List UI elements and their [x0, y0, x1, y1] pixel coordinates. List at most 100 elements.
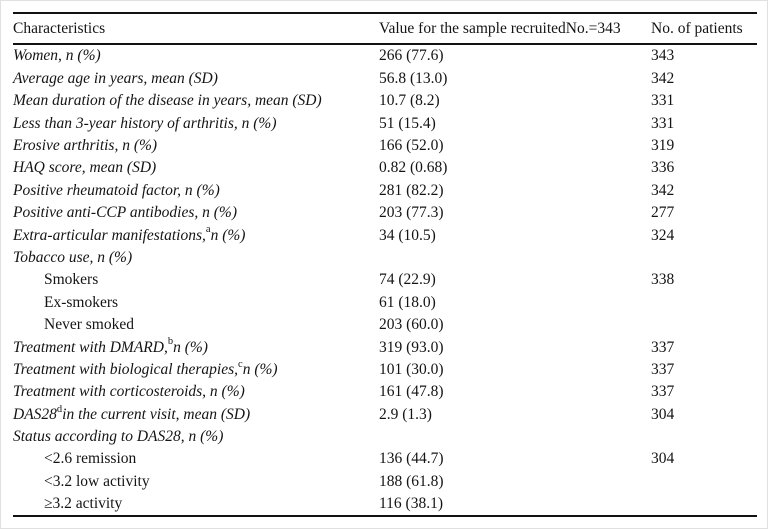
row-patients-cell: 304 [651, 450, 675, 468]
column-header-value: Value for the sample recruitedNo.=343 [379, 13, 651, 45]
row-value-cell: 166 (52.0) [379, 137, 444, 154]
row-value-cell [379, 426, 651, 448]
row-patients-cell: 304 [651, 405, 675, 423]
table-row: Ex-smokers 61 (18.0) [13, 291, 757, 313]
table-row: DAS28din the current visit, mean (SD) 2.… [13, 403, 757, 425]
row-label: Positive anti-CCP antibodies, n (%) [13, 204, 238, 222]
row-characteristic-cell: Positive rheumatoid factor, n (%) [13, 179, 379, 201]
row-label: Tobacco use, n (%) [13, 248, 133, 266]
row-value-cell: 116 (38.1) [379, 495, 443, 513]
table-row: Never smoked 203 (60.0) [13, 314, 757, 336]
row-patients-cell [651, 493, 757, 516]
row-patients-cell [651, 314, 757, 336]
row-label: <2.6 remission [44, 450, 137, 468]
table-row: Treatment with DMARD,bn (%) 319 (93.0) 3… [13, 336, 757, 358]
row-patients-cell: 342 [651, 69, 675, 87]
row-footnote-superscript: a [205, 224, 211, 236]
row-label: Smokers [44, 271, 99, 289]
row-label: Positive rheumatoid factor, n (%) [13, 181, 220, 199]
table-row: Treatment with corticosteroids, n (%) 16… [13, 381, 757, 403]
row-value-cell: 203 (77.3) [379, 204, 444, 222]
row-characteristic-cell: Less than 3-year history of arthritis, n… [13, 112, 379, 134]
row-value-cell: 51 (15.4) [379, 114, 436, 132]
table-body: Women, n (%) 266 (77.6) 343 Average age … [13, 44, 757, 516]
row-patients-cell: 338 [651, 271, 675, 289]
row-label: Never smoked [44, 316, 134, 334]
row-patients-cell [651, 291, 757, 313]
row-value-cell: 188 (61.8) [379, 472, 444, 490]
row-patients-cell: 337 [651, 360, 675, 378]
row-label: Status according to DAS28, n (%) [13, 428, 224, 446]
row-patients-cell [651, 470, 757, 492]
row-characteristic-cell: <2.6 remission [13, 448, 379, 470]
table-row: Positive anti-CCP antibodies, n (%) 203 … [13, 202, 757, 224]
table-row: <3.2 low activity 188 (61.8) [13, 470, 757, 492]
row-value-cell: 61 (18.0) [379, 293, 436, 311]
row-patients-cell: 343 [651, 47, 675, 65]
row-value-cell: 319 (93.0) [379, 338, 444, 356]
row-label: Erosive arthritis, n (%) [13, 137, 158, 154]
table-row: HAQ score, mean (SD) 0.82 (0.68) 336 [13, 157, 757, 179]
row-characteristic-cell: Treatment with biological therapies,cn (… [13, 358, 379, 380]
table-row: Status according to DAS28, n (%) [13, 426, 757, 448]
row-characteristic-cell: Women, n (%) [13, 44, 379, 67]
row-value-cell: 136 (44.7) [379, 450, 444, 468]
table-row: Smokers 74 (22.9) 338 [13, 269, 757, 291]
row-characteristic-cell: Status according to DAS28, n (%) [13, 426, 379, 448]
row-value-cell [379, 247, 651, 269]
row-label: DAS28 [13, 405, 57, 423]
row-patients-cell: 337 [651, 383, 675, 401]
row-label-post: n (%) [242, 360, 278, 378]
row-value-cell: 101 (30.0) [379, 360, 444, 378]
column-header-characteristics: Characteristics [13, 13, 379, 45]
row-value-cell: 10.7 (8.2) [379, 92, 440, 110]
table-header-row: Characteristics Value for the sample rec… [13, 13, 757, 45]
row-value-cell: 203 (60.0) [379, 316, 444, 334]
row-patients-cell: 331 [651, 92, 675, 110]
table-row: Mean duration of the disease in years, m… [13, 90, 757, 112]
row-value-cell: 266 (77.6) [379, 47, 444, 65]
row-characteristic-cell: Erosive arthritis, n (%) [13, 135, 379, 157]
row-label: Treatment with biological therapies, [13, 360, 239, 378]
row-footnote-superscript: d [56, 403, 63, 415]
row-patients-cell: 337 [651, 338, 675, 356]
row-patients-cell: 324 [651, 226, 675, 244]
row-patients-cell: 319 [651, 137, 675, 154]
table-row: Less than 3-year history of arthritis, n… [13, 112, 757, 134]
row-label-post: n (%) [210, 226, 246, 244]
row-label: Ex-smokers [44, 293, 119, 311]
row-value-cell: 0.82 (0.68) [379, 159, 448, 177]
table-row: Positive rheumatoid factor, n (%) 281 (8… [13, 179, 757, 201]
row-value-cell: 161 (47.8) [379, 383, 444, 401]
row-label-post: in the current visit, mean (SD) [62, 405, 251, 423]
row-label: Less than 3-year history of arthritis, n… [13, 114, 277, 132]
row-label: Extra-articular manifestations, [13, 226, 206, 244]
row-characteristic-cell: Extra-articular manifestations,an (%) [13, 224, 379, 246]
row-characteristic-cell: Treatment with DMARD,bn (%) [13, 336, 379, 358]
row-characteristic-cell: Treatment with corticosteroids, n (%) [13, 381, 379, 403]
row-value-cell: 56.8 (13.0) [379, 69, 448, 87]
row-label: Treatment with DMARD, [13, 338, 168, 356]
table-row: Treatment with biological therapies,cn (… [13, 358, 757, 380]
row-characteristic-cell: Smokers [13, 269, 379, 291]
column-header-patients: No. of patients [651, 13, 757, 45]
row-value-cell: 281 (82.2) [379, 181, 444, 199]
row-value-cell: 74 (22.9) [379, 271, 436, 289]
row-value-cell: 34 (10.5) [379, 226, 436, 244]
row-patients-cell: 336 [651, 159, 675, 177]
row-label: Average age in years, mean (SD) [13, 69, 218, 87]
row-footnote-superscript: c [238, 358, 243, 370]
row-label: ≥3.2 activity [44, 495, 123, 513]
table-row: Tobacco use, n (%) [13, 247, 757, 269]
row-label-post: n (%) [173, 338, 208, 356]
row-label: Mean duration of the disease in years, m… [13, 92, 322, 110]
row-patients-cell [651, 426, 757, 448]
row-characteristic-cell: Never smoked [13, 314, 379, 336]
row-patients-cell: 331 [651, 114, 675, 132]
row-characteristic-cell: Mean duration of the disease in years, m… [13, 90, 379, 112]
row-characteristic-cell: Positive anti-CCP antibodies, n (%) [13, 202, 379, 224]
table-row: Extra-articular manifestations,an (%) 34… [13, 224, 757, 246]
row-label: <3.2 low activity [44, 472, 150, 490]
row-characteristic-cell: Average age in years, mean (SD) [13, 67, 379, 89]
